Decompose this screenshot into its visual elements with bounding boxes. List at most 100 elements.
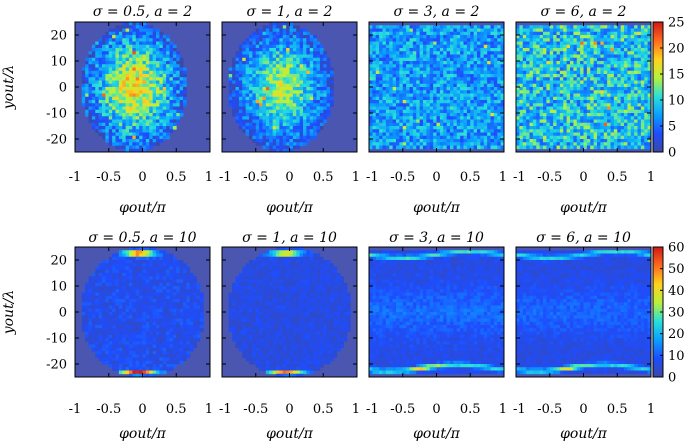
heatmap-cell — [473, 129, 478, 133]
heatmap-cell — [644, 61, 649, 65]
heatmap-cell — [627, 122, 632, 127]
heatmap-cell — [463, 119, 468, 124]
heatmap-cell — [487, 142, 491, 146]
heatmap-cell — [637, 93, 642, 98]
heatmap-cell — [483, 96, 488, 101]
heatmap-cell — [289, 132, 294, 137]
heatmap-cell — [433, 51, 437, 55]
heatmap-cell — [600, 57, 605, 62]
heatmap-cell — [536, 38, 541, 42]
heatmap-cell — [426, 129, 431, 133]
heatmap-cell — [627, 132, 632, 137]
heatmap-cell — [522, 87, 527, 91]
heatmap-cell — [166, 116, 170, 120]
heatmap-cell — [152, 122, 157, 127]
heatmap-cell — [319, 113, 324, 117]
heatmap-cell — [597, 87, 601, 91]
heatmap-cell — [118, 93, 123, 98]
heatmap-cell — [463, 83, 468, 88]
heatmap-cell — [490, 80, 495, 85]
heatmap-cell — [269, 48, 274, 52]
heatmap-cell — [522, 109, 527, 114]
heatmap-cell — [122, 145, 127, 150]
heatmap-cell — [583, 64, 588, 68]
heatmap-cell — [620, 28, 625, 33]
heatmap-cell — [617, 70, 622, 75]
heatmap-cell — [603, 87, 608, 91]
heatmap-cell — [402, 44, 407, 49]
heatmap-cell — [379, 113, 383, 117]
heatmap-cell — [375, 80, 380, 85]
heatmap-cell — [647, 25, 652, 29]
heatmap-cell — [242, 103, 247, 107]
heatmap-cell — [276, 64, 280, 68]
heatmap-cell — [634, 77, 638, 81]
heatmap-cell — [279, 119, 284, 124]
heatmap-cell — [624, 61, 628, 65]
heatmap-cell — [122, 109, 127, 114]
heatmap-cell — [98, 126, 103, 130]
heatmap-cell — [125, 83, 130, 88]
heatmap-cell — [586, 132, 591, 137]
heatmap-cell — [563, 31, 568, 36]
heatmap-cell — [399, 109, 404, 114]
heatmap-cell — [286, 139, 290, 143]
heatmap-cell — [477, 93, 481, 98]
heatmap-cell — [286, 64, 290, 68]
heatmap-cell — [402, 139, 407, 143]
heatmap-cell — [108, 74, 113, 78]
heatmap-cell — [313, 113, 317, 117]
heatmap-cell — [279, 129, 284, 133]
heatmap-cell — [446, 145, 451, 150]
heatmap-cell — [497, 103, 502, 107]
heatmap-cell — [426, 96, 431, 101]
heatmap-cell — [624, 132, 628, 137]
heatmap-cell — [566, 74, 571, 78]
heatmap-cell — [309, 54, 314, 59]
heatmap-cell — [439, 48, 444, 52]
heatmap-cell — [617, 80, 622, 85]
heatmap-cell — [412, 28, 417, 33]
heatmap-cell — [385, 54, 390, 59]
heatmap-cell — [375, 51, 380, 55]
heatmap-cell — [238, 96, 243, 101]
heatmap-cell — [460, 83, 464, 88]
heatmap-cell — [115, 93, 120, 98]
heatmap-cell — [115, 103, 120, 107]
heatmap-cell — [450, 126, 454, 130]
heatmap-cell — [463, 87, 468, 91]
heatmap-cell — [249, 83, 253, 88]
heatmap-cell — [483, 70, 488, 75]
heatmap-cell — [255, 83, 260, 88]
heatmap-cell — [487, 67, 491, 72]
heatmap-cell — [276, 119, 280, 124]
heatmap-cell — [490, 41, 495, 46]
heatmap-cell — [483, 132, 488, 137]
heatmap-cell — [132, 48, 137, 52]
heatmap-cell — [289, 126, 294, 130]
heatmap-cell — [570, 25, 574, 29]
heatmap-cell — [617, 57, 622, 62]
heatmap-cell — [483, 139, 488, 143]
heatmap-cell — [519, 113, 524, 117]
heatmap-cell — [269, 74, 274, 78]
heatmap-cell — [389, 142, 394, 146]
heatmap-cell — [624, 48, 628, 52]
heatmap-cell — [436, 100, 441, 104]
heatmap-cell — [108, 106, 113, 111]
heatmap-cell — [238, 57, 243, 62]
heatmap-cell — [98, 41, 103, 46]
heatmap-cell — [450, 41, 454, 46]
heatmap-cell — [135, 119, 140, 124]
heatmap-cell — [135, 28, 140, 33]
heatmap-cell — [139, 70, 143, 75]
heatmap-cell — [115, 70, 120, 75]
heatmap-cell — [149, 87, 154, 91]
heatmap-cell — [379, 139, 383, 143]
heatmap-cell — [586, 70, 591, 75]
heatmap-cell — [439, 35, 444, 39]
heatmap-cell — [399, 31, 404, 36]
heatmap-cell — [112, 90, 116, 94]
heatmap-cell — [382, 28, 387, 33]
heatmap-cell — [169, 126, 174, 130]
